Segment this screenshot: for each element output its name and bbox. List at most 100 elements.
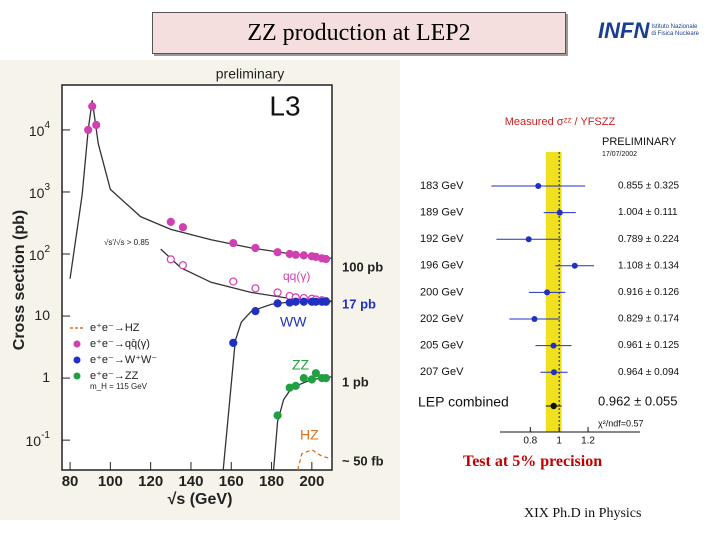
value-label: 0.855 ± 0.325 bbox=[618, 181, 680, 192]
y-tick-label: 104 bbox=[29, 120, 51, 139]
footer: XIX Ph.D in Physics bbox=[524, 506, 642, 521]
y-tick-label: 10 bbox=[34, 307, 50, 323]
value-label: 0.789 ± 0.224 bbox=[618, 234, 680, 245]
y-tick-exponent: 3 bbox=[44, 182, 50, 193]
data-point bbox=[299, 251, 308, 260]
y-tick-exponent: -1 bbox=[41, 430, 50, 441]
y-tick-base: 10 bbox=[29, 123, 45, 139]
annotation: ~ 50 fb bbox=[342, 453, 384, 468]
data-point bbox=[571, 262, 578, 269]
plot-area bbox=[61, 84, 333, 471]
logo-line: Istituto Nazionale bbox=[651, 24, 698, 30]
value-label: 1.004 ± 0.111 bbox=[618, 207, 678, 218]
logo-line: di Fisica Nucleare bbox=[651, 31, 700, 37]
data-point bbox=[84, 125, 93, 135]
y-tick-label: 1 bbox=[42, 369, 50, 385]
data-point bbox=[273, 288, 282, 297]
row-label: 189 GeV bbox=[420, 207, 464, 219]
x-tick-label: 120 bbox=[138, 473, 163, 490]
data-point bbox=[291, 250, 300, 259]
data-point bbox=[92, 120, 101, 130]
legend-label: e⁺e⁻→qq̄(γ) bbox=[90, 338, 150, 350]
row-label: 205 GeV bbox=[420, 340, 464, 352]
data-point bbox=[166, 255, 175, 264]
x-tick-label: 100 bbox=[98, 473, 123, 490]
data-point bbox=[550, 342, 557, 349]
data-point bbox=[273, 411, 282, 420]
annotation: ZZ bbox=[292, 357, 310, 373]
curve bbox=[297, 449, 332, 470]
data-point bbox=[229, 277, 238, 286]
row-label: 196 GeV bbox=[420, 260, 464, 272]
x-tick-label: 1.2 bbox=[581, 436, 595, 447]
data-point bbox=[273, 299, 282, 308]
y-tick-base: 10 bbox=[29, 247, 45, 263]
data-point bbox=[531, 316, 538, 322]
x-tick-label: 200 bbox=[299, 473, 324, 490]
data-point bbox=[178, 261, 187, 270]
annotation: HZ bbox=[300, 427, 319, 443]
annotation: 100 pb bbox=[342, 259, 383, 274]
forest-title: Measured σᶻᶻ / YFSZZ bbox=[505, 116, 616, 128]
data-point bbox=[299, 297, 308, 306]
logo-sub: Istituto Nazionale di Fisica Nucleare bbox=[651, 24, 699, 38]
annotation: √s'/√s > 0.85 bbox=[104, 238, 150, 247]
legend-note: m_H = 115 GeV bbox=[90, 382, 148, 391]
x-tick-label: 180 bbox=[259, 473, 284, 490]
y-tick-label: 10-1 bbox=[26, 430, 51, 449]
combined-value: 0.962 ± 0.055 bbox=[598, 393, 677, 408]
forest-header: PRELIMINARY bbox=[602, 136, 677, 148]
data-point bbox=[251, 243, 260, 253]
caption: Test at 5% precision bbox=[463, 453, 603, 470]
data-point bbox=[229, 338, 238, 347]
value-label: 1.108 ± 0.134 bbox=[618, 260, 680, 271]
data-point bbox=[166, 217, 175, 226]
data-point bbox=[88, 102, 97, 111]
y-tick-exponent: 4 bbox=[44, 120, 50, 131]
data-point bbox=[321, 373, 331, 383]
data-point bbox=[291, 297, 300, 306]
y-axis-label: Cross section (pb) bbox=[11, 210, 28, 350]
data-point bbox=[299, 373, 308, 383]
combined-point bbox=[550, 402, 557, 410]
y-tick-base: 10 bbox=[26, 433, 42, 449]
value-label: 0.916 ± 0.126 bbox=[618, 287, 680, 298]
x-tick-label: 1 bbox=[556, 436, 562, 447]
y-tick-label: 103 bbox=[29, 182, 51, 201]
x-tick-label: 140 bbox=[178, 473, 203, 490]
legend-swatch bbox=[73, 356, 81, 364]
y-tick-exponent: 2 bbox=[44, 244, 50, 255]
data-point bbox=[535, 183, 542, 189]
data-point bbox=[251, 284, 260, 293]
annotation: 17 pb bbox=[342, 296, 376, 311]
x-tick-label: 80 bbox=[62, 473, 79, 490]
x-tick-label: 160 bbox=[219, 473, 244, 490]
data-point bbox=[321, 254, 331, 264]
value-label: 0.961 ± 0.125 bbox=[618, 340, 680, 351]
data-point bbox=[321, 297, 331, 306]
chart-header: preliminary bbox=[216, 66, 284, 82]
data-point bbox=[544, 289, 551, 296]
annotation: WW bbox=[280, 314, 307, 330]
slide-title: ZZ production at LEP2 bbox=[152, 12, 566, 54]
data-point bbox=[178, 223, 187, 232]
data-point bbox=[311, 369, 320, 378]
row-label: 207 GeV bbox=[420, 366, 464, 378]
annotation: qq(γ) bbox=[283, 269, 310, 283]
legend-label: e⁺e⁻→W⁺W⁻ bbox=[90, 354, 157, 366]
data-point bbox=[550, 369, 557, 376]
annotation: 1 pb bbox=[342, 374, 369, 389]
legend-label: e⁺e⁻→ZZ bbox=[90, 370, 139, 382]
value-label: 0.964 ± 0.094 bbox=[618, 367, 680, 378]
row-label: 202 GeV bbox=[420, 313, 464, 325]
data-point bbox=[251, 307, 260, 316]
legend-swatch bbox=[73, 340, 81, 348]
row-label: 183 GeV bbox=[420, 180, 464, 192]
combined-label: LEP combined bbox=[418, 394, 509, 410]
y-tick-base: 10 bbox=[29, 185, 45, 201]
chi2: χ²/ndf=0.57 bbox=[598, 418, 644, 428]
data-point bbox=[229, 238, 238, 248]
data-point bbox=[273, 248, 282, 257]
